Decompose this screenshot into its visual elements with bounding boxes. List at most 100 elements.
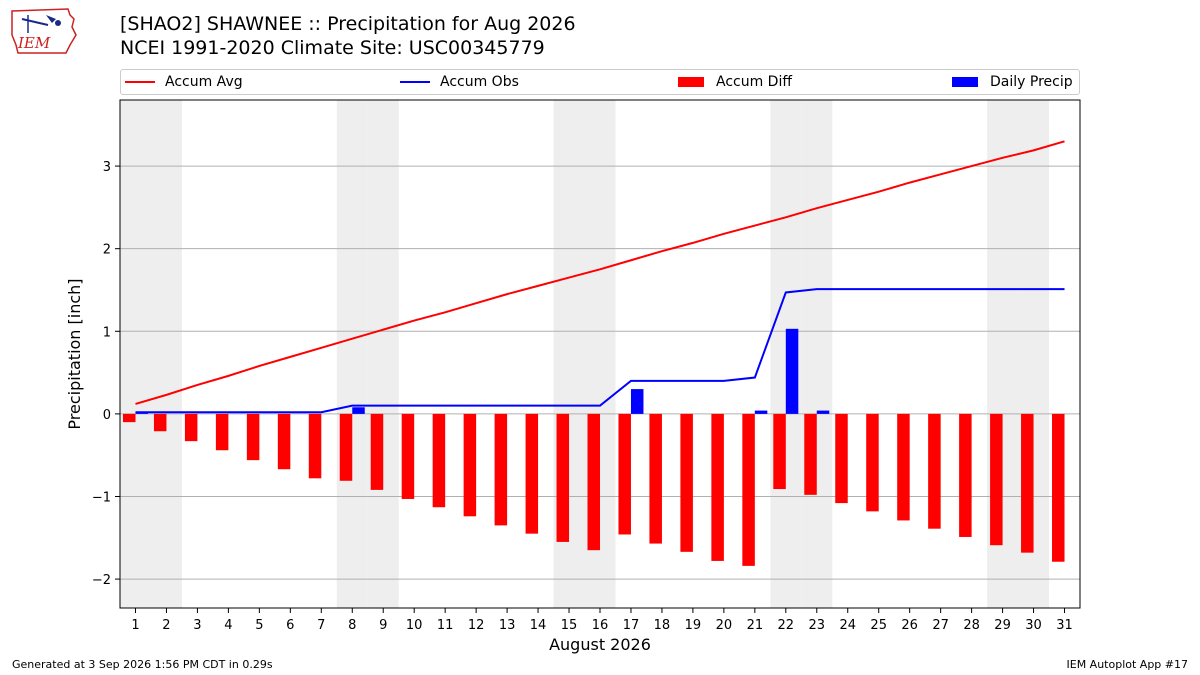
x-tick-label-21: 21 — [747, 618, 764, 633]
y-axis-ticks: −2 −1 0 1 2 3 — [92, 160, 120, 588]
x-tick-label-9: 9 — [379, 618, 387, 633]
diff-bar-7 — [308, 413, 322, 479]
accum-diff-bars — [122, 413, 1065, 566]
y-tick-label-0: −2 — [92, 573, 111, 588]
legend-item-accum-obs: Accum Obs — [400, 70, 519, 94]
x-axis-ticks: 1 2 3 4 5 6 7 8 9 10 11 12 13 14 15 16 17 18 19 20 21 22 23 24 2… — [131, 608, 1073, 633]
x-tick-label-13: 13 — [499, 618, 516, 633]
x-tick-label-2: 2 — [162, 618, 170, 633]
y-axis-label: Precipitation [inch] — [65, 278, 84, 429]
diff-bar-16 — [587, 413, 600, 551]
x-tick-label-15: 15 — [561, 618, 578, 633]
daily-bar-22 — [785, 328, 799, 414]
legend-item-accum-diff: Accum Diff — [678, 70, 792, 94]
diff-bar-2 — [153, 413, 167, 432]
weekend-band-8 — [336, 100, 368, 608]
x-tick-label-8: 8 — [348, 618, 356, 633]
diff-bar-3 — [184, 413, 198, 442]
diff-bar-25 — [866, 413, 879, 512]
title-line-1: [SHAO2] SHAWNEE :: Precipitation for Aug… — [120, 13, 576, 35]
chart-title: [SHAO2] SHAWNEE :: Precipitation for Aug… — [120, 12, 576, 60]
x-tick-label-3: 3 — [193, 618, 201, 633]
diff-bar-24 — [835, 413, 848, 504]
x-tick-label-1: 1 — [131, 618, 139, 633]
diff-bar-28 — [959, 413, 972, 537]
legend: Accum Avg Accum Obs Accum Diff Daily Pre… — [120, 69, 1080, 95]
weekend-band-2 — [150, 100, 182, 608]
y-tick-label-4: 2 — [103, 243, 111, 258]
diff-bar-8 — [339, 413, 353, 481]
x-tick-label-16: 16 — [592, 618, 609, 633]
accum-obs-line — [135, 288, 1065, 414]
x-tick-label-26: 26 — [901, 618, 918, 633]
legend-label-obs: Accum Obs — [440, 74, 519, 90]
diff-bar-27 — [928, 413, 941, 529]
logo-text: IEM — [17, 34, 51, 52]
weekend-band-23 — [801, 100, 833, 608]
diff-bar-5 — [246, 413, 260, 461]
daily-bar-21 — [754, 410, 768, 414]
diff-bar-14 — [525, 413, 539, 534]
x-tick-label-4: 4 — [224, 618, 232, 633]
x-tick-label-12: 12 — [468, 618, 485, 633]
x-tick-label-7: 7 — [317, 618, 325, 633]
diff-bar-30 — [1021, 413, 1034, 553]
x-tick-label-18: 18 — [654, 618, 671, 633]
x-tick-label-31: 31 — [1056, 618, 1073, 633]
x-tick-label-10: 10 — [406, 618, 423, 633]
diff-bar-17 — [618, 413, 631, 535]
legend-swatch-diff — [678, 77, 704, 87]
x-axis-label: August 2026 — [549, 635, 651, 654]
legend-label-diff: Accum Diff — [716, 74, 793, 90]
x-tick-label-5: 5 — [255, 618, 263, 633]
daily-bar-23 — [816, 410, 830, 414]
legend-item-accum-avg: Accum Avg — [125, 70, 243, 94]
footer-app: IEM Autoplot App #17 — [1066, 658, 1189, 671]
diff-bar-10 — [401, 413, 415, 499]
footer-generated: Generated at 3 Sep 2026 1:56 PM CDT in 0… — [12, 658, 273, 671]
x-tick-label-14: 14 — [530, 618, 547, 633]
y-tick-label-2: 0 — [103, 408, 111, 423]
diff-bar-4 — [215, 413, 229, 451]
x-tick-label-17: 17 — [623, 618, 640, 633]
diff-bar-23 — [804, 413, 817, 495]
diff-bar-20 — [711, 413, 724, 561]
x-tick-label-22: 22 — [778, 618, 795, 633]
legend-swatch-avg — [125, 81, 155, 83]
diff-bar-31 — [1052, 413, 1065, 562]
y-tick-label-5: 3 — [103, 160, 111, 175]
x-tick-label-28: 28 — [963, 618, 980, 633]
diff-bar-19 — [680, 413, 693, 552]
x-tick-label-29: 29 — [994, 618, 1011, 633]
diff-bar-1 — [122, 413, 136, 423]
legend-swatch-daily — [952, 77, 978, 87]
diff-bar-15 — [556, 413, 570, 542]
x-tick-label-19: 19 — [685, 618, 702, 633]
diff-bar-11 — [432, 413, 446, 508]
diff-bar-21 — [742, 413, 755, 566]
diff-bar-26 — [897, 413, 910, 521]
daily-bar-8 — [352, 407, 365, 414]
legend-label-avg: Accum Avg — [165, 74, 243, 90]
x-tick-label-25: 25 — [870, 618, 887, 633]
legend-item-daily-precip: Daily Precip — [952, 70, 1073, 94]
diff-bar-29 — [990, 413, 1003, 546]
weekend-band-1 — [120, 100, 151, 608]
x-tick-label-23: 23 — [809, 618, 826, 633]
diff-bar-6 — [277, 413, 291, 470]
y-tick-label-1: −1 — [92, 490, 111, 505]
x-tick-label-30: 30 — [1025, 618, 1042, 633]
diff-bar-9 — [370, 413, 384, 490]
title-line-2: NCEI 1991-2020 Climate Site: USC00345779 — [120, 37, 545, 59]
x-tick-label-6: 6 — [286, 618, 294, 633]
x-tick-label-24: 24 — [839, 618, 856, 633]
x-tick-label-27: 27 — [932, 618, 949, 633]
weekend-band-9 — [367, 100, 399, 608]
accum-avg-line — [135, 140, 1065, 405]
y-tick-label-3: 1 — [103, 325, 111, 340]
daily-bar-17 — [630, 389, 644, 414]
iem-logo: IEM — [11, 8, 77, 54]
x-tick-label-11: 11 — [437, 618, 454, 633]
x-tick-label-20: 20 — [716, 618, 733, 633]
